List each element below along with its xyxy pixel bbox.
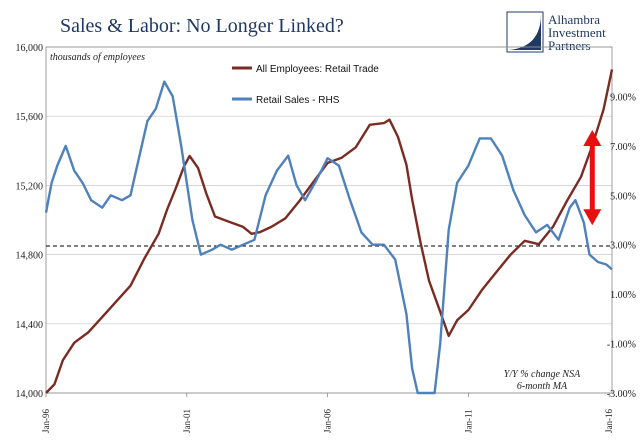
left-tick-label: 14,800 — [16, 251, 44, 262]
logo-mark — [509, 14, 541, 50]
right-tick-label: 5.00% — [610, 191, 636, 202]
left-tick-label: 14,400 — [16, 320, 44, 331]
right-tick-label: 9.00% — [610, 92, 636, 103]
chart-title: Sales & Labor: No Longer Linked? — [60, 15, 344, 37]
right-tick-label: 1.00% — [610, 290, 636, 301]
range-arrow — [583, 130, 602, 226]
legend-label-retail-sales: Retail Sales - RHS — [256, 95, 340, 106]
logo-line-1: Alhambra — [548, 12, 600, 27]
series-line-retail-trade — [45, 69, 614, 394]
logo-line-2: Investment — [548, 25, 606, 40]
left-axis: 16,000 15,600 15,200 14,800 14,400 14,000 — [16, 43, 44, 400]
right-tick-label: -3.00% — [607, 389, 636, 400]
series-line-retail-sales — [44, 80, 613, 395]
range-arrow-head-up — [583, 130, 602, 147]
left-tick-label: 15,600 — [16, 112, 44, 123]
logo-line-3: Partners — [548, 38, 591, 53]
left-tick-label: 16,000 — [16, 43, 44, 54]
right-tick-label: 7.00% — [610, 142, 636, 153]
x-tick-label: Jan-11 — [463, 409, 473, 433]
legend-label-retail-trade: All Employees: Retail Trade — [256, 64, 379, 75]
x-tick-label: Jan-01 — [182, 409, 192, 433]
range-arrow-head-down — [583, 209, 602, 226]
annotation-line-2: 6-month MA — [517, 381, 568, 392]
x-tick-label: Jan-16 — [604, 409, 614, 433]
plot-frame — [45, 46, 613, 394]
legend: All Employees: Retail Trade Retail Sales… — [232, 64, 379, 106]
x-tick-label: Jan-06 — [323, 409, 333, 433]
right-tick-label: -1.00% — [607, 340, 636, 351]
left-tick-label: 15,200 — [16, 181, 44, 192]
x-axis: Jan-96 Jan-01 Jan-06 Jan-11 Jan-16 — [41, 393, 614, 433]
right-tick-label: 3.00% — [610, 241, 636, 252]
logo: Alhambra Investment Partners — [506, 11, 606, 53]
left-axis-label: thousands of employees — [50, 52, 145, 63]
x-tick-label: Jan-96 — [41, 409, 51, 433]
annotation-line-1: Y/Y % change NSA — [504, 369, 581, 380]
left-tick-label: 14,000 — [16, 389, 44, 400]
right-axis: 9.00% 7.00% 5.00% 3.00% 1.00% -1.00% -3.00% — [607, 92, 636, 400]
logo-box — [506, 11, 544, 53]
